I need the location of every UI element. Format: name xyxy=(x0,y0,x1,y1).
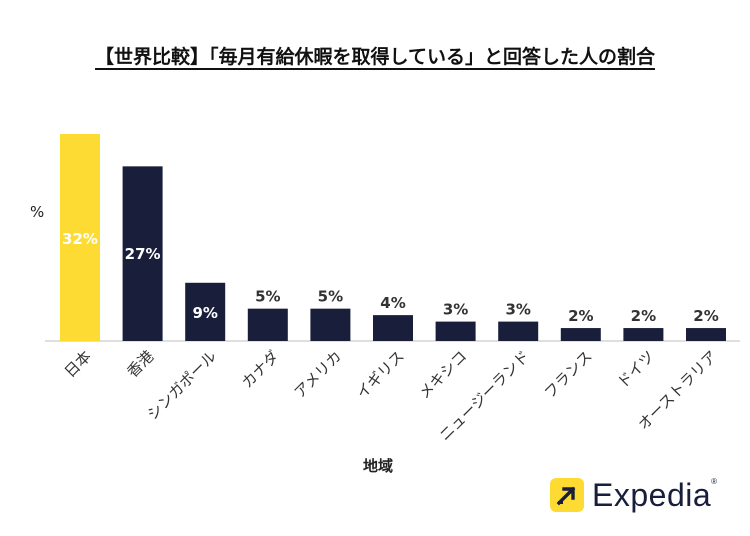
bar-3 xyxy=(247,308,288,341)
x-tick-label-8: フランス xyxy=(541,347,596,402)
chart-title-text: 【世界比較】「毎月有給休暇を取得している」と回答した人の割合 xyxy=(95,46,655,68)
data-label-1: 27% xyxy=(125,245,161,263)
bar-4 xyxy=(310,308,351,341)
data-label-5: 4% xyxy=(380,294,405,312)
bar-2 xyxy=(185,282,226,341)
data-label-8: 2% xyxy=(568,307,593,325)
data-label-4: 5% xyxy=(318,288,343,306)
expedia-arrow-icon xyxy=(550,478,584,512)
bar-9 xyxy=(623,328,664,341)
bar-5 xyxy=(373,315,413,341)
data-label-3: 5% xyxy=(255,288,280,306)
chart-title: 【世界比較】「毎月有給休暇を取得している」と回答した人の割合 xyxy=(0,42,750,69)
bar-1 xyxy=(122,166,163,341)
logo-text: Expedia xyxy=(592,476,712,513)
registered-mark: ® xyxy=(711,476,718,486)
data-label-2: 9% xyxy=(192,304,217,322)
x-tick-label-4: アメリカ xyxy=(291,347,346,402)
bar-6 xyxy=(435,321,476,341)
expedia-wordmark: Expedia® xyxy=(592,477,718,514)
x-tick-label-5: イギリス xyxy=(353,347,408,402)
x-tick-label-9: ドイツ xyxy=(614,347,659,392)
x-tick-label-1: 香港 xyxy=(123,347,157,381)
bar-0 xyxy=(60,134,100,341)
x-axis-label: 地域 xyxy=(362,457,393,475)
expedia-logo: Expedia® xyxy=(550,475,718,515)
data-label-6: 3% xyxy=(443,301,468,319)
y-axis-label: % xyxy=(30,203,45,221)
data-label-0: 32% xyxy=(62,230,98,248)
bar-8 xyxy=(560,328,601,341)
data-label-9: 2% xyxy=(631,307,656,325)
x-tick-label-6: メキシコ xyxy=(415,347,470,402)
bar-7 xyxy=(498,321,539,341)
data-label-7: 3% xyxy=(505,301,530,319)
x-tick-label-3: カナダ xyxy=(238,347,283,392)
x-tick-label-0: 日本 xyxy=(61,347,95,381)
data-label-10: 2% xyxy=(693,307,718,325)
bar-10 xyxy=(686,328,726,341)
